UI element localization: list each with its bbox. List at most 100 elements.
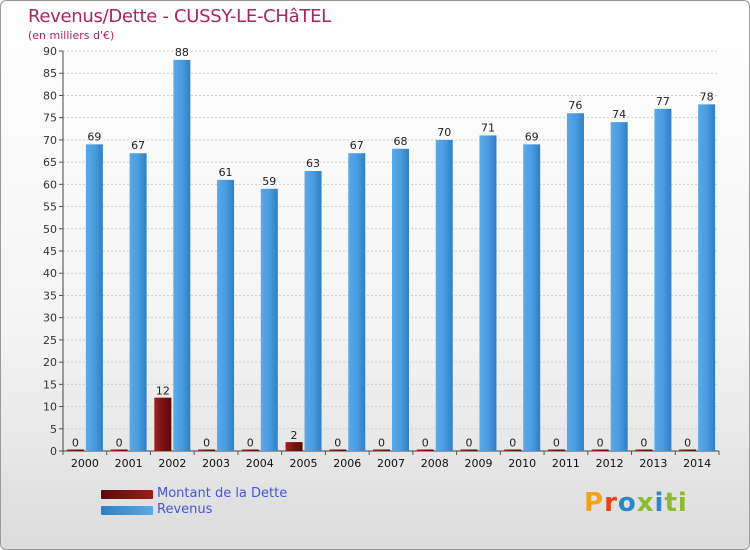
legend-label-dette: Montant de la Dette [157,486,288,501]
data-label-dette: 0 [116,437,123,450]
bar-revenus [435,139,453,451]
bar-revenus [173,59,191,452]
data-label-dette: 0 [72,437,79,450]
y-tick-label: 5 [50,423,57,436]
x-tick-label: 2001 [115,457,143,470]
chart-subtitle: (en milliers d'€) [28,29,115,42]
x-tick-label: 2009 [464,457,492,470]
bar-dette [635,449,653,451]
data-label-dette: 0 [640,437,647,450]
data-label-revenus: 78 [700,90,714,103]
bar-dette [416,449,434,451]
bar-dette [241,449,259,451]
data-label-revenus: 67 [350,139,364,152]
x-tick-label: 2004 [246,457,274,470]
y-tick-label: 20 [43,356,57,369]
x-tick-label: 2013 [639,457,667,470]
data-label-revenus: 67 [131,139,145,152]
y-tick-label: 30 [43,312,57,325]
data-label-revenus: 77 [656,95,670,108]
data-label-revenus: 74 [612,108,626,121]
data-label-dette: 2 [291,429,298,442]
y-tick-label: 90 [43,45,57,58]
bar-revenus [348,153,366,451]
bar-revenus [260,188,278,451]
data-label-dette: 0 [203,437,210,450]
legend-label-revenus: Revenus [157,502,213,517]
x-tick-label: 2011 [552,457,580,470]
data-label-dette: 0 [509,437,516,450]
x-tick-label: 2012 [596,457,624,470]
y-tick-label: 60 [43,178,57,191]
x-tick-label: 2003 [202,457,230,470]
y-tick-label: 35 [43,289,57,302]
bar-dette [679,449,697,451]
chart-title: Revenus/Dette - CUSSY-LE-CHâTEL [28,6,331,27]
data-label-revenus: 61 [219,166,233,179]
data-label-revenus: 70 [437,126,451,139]
bar-dette [373,449,390,451]
data-label-dette: 0 [422,437,429,450]
data-label-dette: 0 [378,437,385,450]
bar-dette [285,442,303,451]
bar-dette [154,397,172,451]
bar-revenus [698,104,716,451]
bar-dette [329,449,347,451]
bar-revenus [217,179,235,451]
x-tick-label: 2007 [377,457,405,470]
y-tick-label: 50 [43,223,57,236]
x-tick-label: 2000 [71,457,99,470]
bar-dette [591,449,609,451]
bar-revenus [654,108,672,452]
legend-swatch-revenus [101,506,153,515]
y-tick-label: 40 [43,267,57,280]
data-label-revenus: 68 [394,135,408,148]
x-tick-label: 2006 [333,457,361,470]
data-label-dette: 0 [247,437,254,450]
y-tick-label: 0 [50,445,57,458]
bar-revenus [392,148,409,451]
y-tick-label: 10 [43,401,57,414]
y-tick-label: 55 [43,201,57,214]
y-tick-label: 25 [43,334,57,347]
y-tick-label: 70 [43,134,57,147]
data-label-revenus: 88 [175,46,189,59]
proxiti-logo: Proxiti [584,488,688,518]
data-label-dette: 12 [156,385,170,398]
x-tick-label: 2005 [290,457,318,470]
bar-revenus [129,153,147,451]
data-label-revenus: 69 [87,130,101,143]
data-label-revenus: 76 [568,99,582,112]
x-tick-label: 2008 [421,457,449,470]
bar-dette [460,449,478,451]
bar-dette [66,449,84,451]
x-tick-label: 2010 [508,457,536,470]
data-label-revenus: 71 [481,121,495,134]
bar-dette [198,449,216,451]
x-tick-label: 2002 [158,457,186,470]
bar-revenus [566,113,584,451]
data-label-dette: 0 [334,437,341,450]
y-tick-label: 75 [43,112,57,125]
bar-dette [547,449,565,451]
data-label-dette: 0 [465,437,472,450]
bar-dette [110,449,128,451]
legend-swatch-dette [101,490,153,499]
bar-revenus [479,135,497,451]
bar-revenus [85,144,103,452]
data-label-dette: 0 [597,437,604,450]
y-tick-label: 85 [43,67,57,80]
y-tick-label: 15 [43,378,57,391]
y-tick-label: 65 [43,156,57,169]
bar-revenus [610,122,628,451]
data-label-revenus: 63 [306,157,320,170]
y-tick-label: 45 [43,245,57,258]
y-tick-label: 80 [43,89,57,102]
x-tick-label: 2014 [683,457,711,470]
data-label-revenus: 69 [525,130,539,143]
data-label-dette: 0 [684,437,691,450]
bar-revenus [523,144,541,452]
bar-revenus [304,171,322,451]
